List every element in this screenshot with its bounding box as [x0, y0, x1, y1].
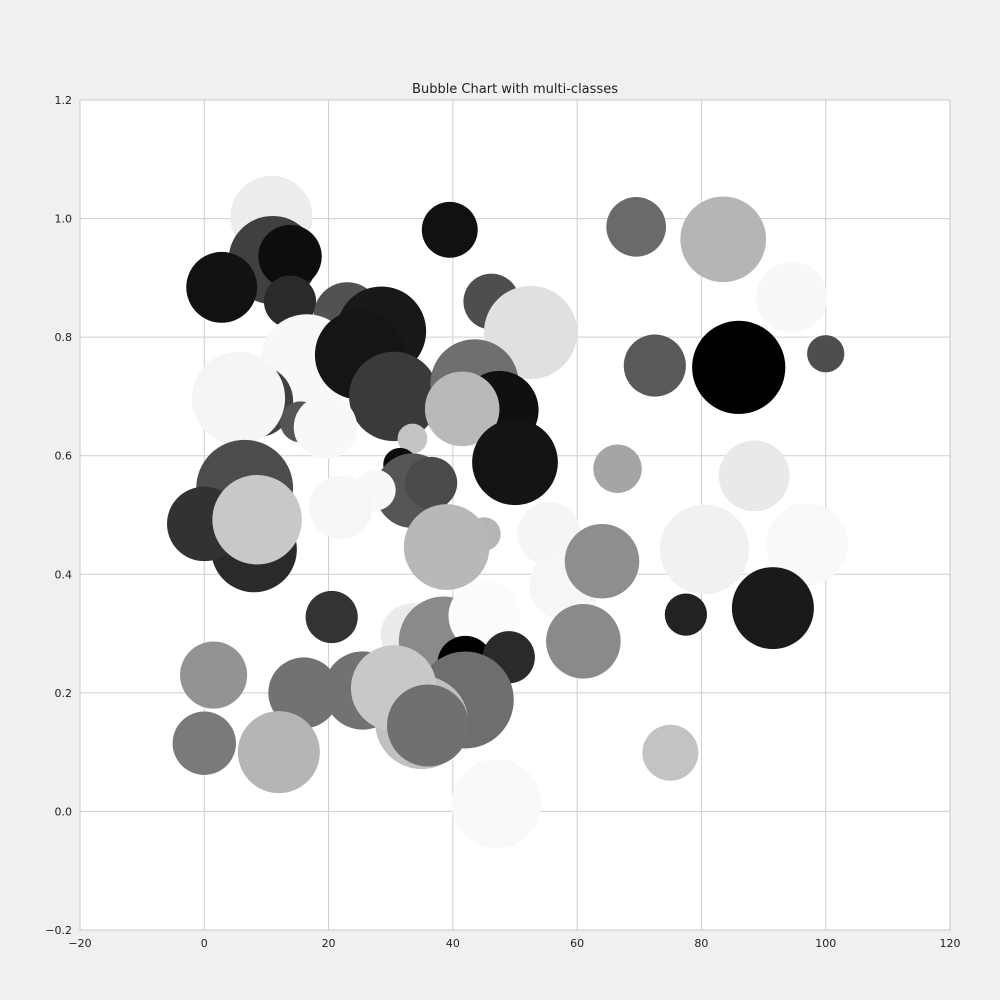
bubble-point — [191, 351, 286, 445]
bubble-point — [546, 603, 621, 679]
bubble-point — [718, 440, 790, 512]
y-tick-label: 1.0 — [55, 213, 73, 226]
bubble-point — [212, 475, 302, 565]
bubble-point — [421, 201, 478, 258]
chart-title: Bubble Chart with multi-classes — [412, 82, 618, 97]
x-tick-label: 120 — [940, 937, 961, 950]
bubble-layer — [167, 175, 849, 849]
y-tick-label: 0.8 — [55, 331, 73, 344]
bubble-point — [664, 593, 708, 636]
bubble-point — [309, 475, 373, 539]
bubble-point — [564, 523, 640, 599]
plot-frame — [79, 99, 951, 931]
bubble-point — [424, 371, 500, 447]
bubble-point — [680, 196, 767, 283]
bubble-point — [180, 641, 248, 709]
bubble-point — [472, 419, 558, 506]
bubble-point — [268, 657, 340, 729]
x-tick-label: 20 — [322, 937, 336, 950]
bubble-point — [386, 684, 470, 767]
y-axis-ticks: −0.2 0.0 0.2 0.4 0.6 0.8 1.0 1.2 — [45, 94, 72, 937]
bubble-point — [349, 351, 439, 442]
bubble-point — [659, 504, 750, 595]
bubble-point — [731, 567, 814, 650]
y-tick-label: 0.2 — [55, 687, 73, 700]
x-tick-label: 60 — [570, 937, 584, 950]
bubble-point — [237, 711, 320, 794]
bubble-point — [642, 724, 699, 781]
bubble-point — [756, 262, 827, 333]
bubble-point — [807, 335, 845, 373]
bubble-point — [405, 456, 458, 510]
bubble-point — [258, 224, 322, 289]
x-tick-label: 100 — [815, 937, 836, 950]
bubble-point — [606, 197, 667, 257]
x-tick-label: −20 — [68, 937, 91, 950]
bubble-point — [293, 395, 358, 459]
bubble-point — [403, 504, 490, 590]
bubble-point — [397, 423, 428, 454]
x-tick-label: 80 — [694, 937, 708, 950]
bubble-point — [623, 334, 686, 397]
bubble-point — [172, 711, 236, 775]
bubble-point — [186, 251, 258, 323]
bubble-point — [451, 758, 542, 849]
x-tick-label: 40 — [446, 937, 460, 950]
y-tick-label: 1.2 — [55, 94, 73, 107]
y-tick-label: 0.0 — [55, 805, 73, 818]
bubble-point — [692, 320, 786, 414]
y-tick-label: 0.6 — [55, 450, 73, 463]
x-tick-label: 0 — [201, 937, 208, 950]
y-tick-label: 0.4 — [55, 568, 73, 581]
bubble-point — [305, 590, 358, 644]
x-axis-ticks: −20 0 20 40 60 80 100 120 — [68, 937, 960, 950]
bubble-point — [593, 444, 642, 493]
y-tick-label: −0.2 — [45, 924, 72, 937]
bubble-point — [766, 503, 849, 586]
